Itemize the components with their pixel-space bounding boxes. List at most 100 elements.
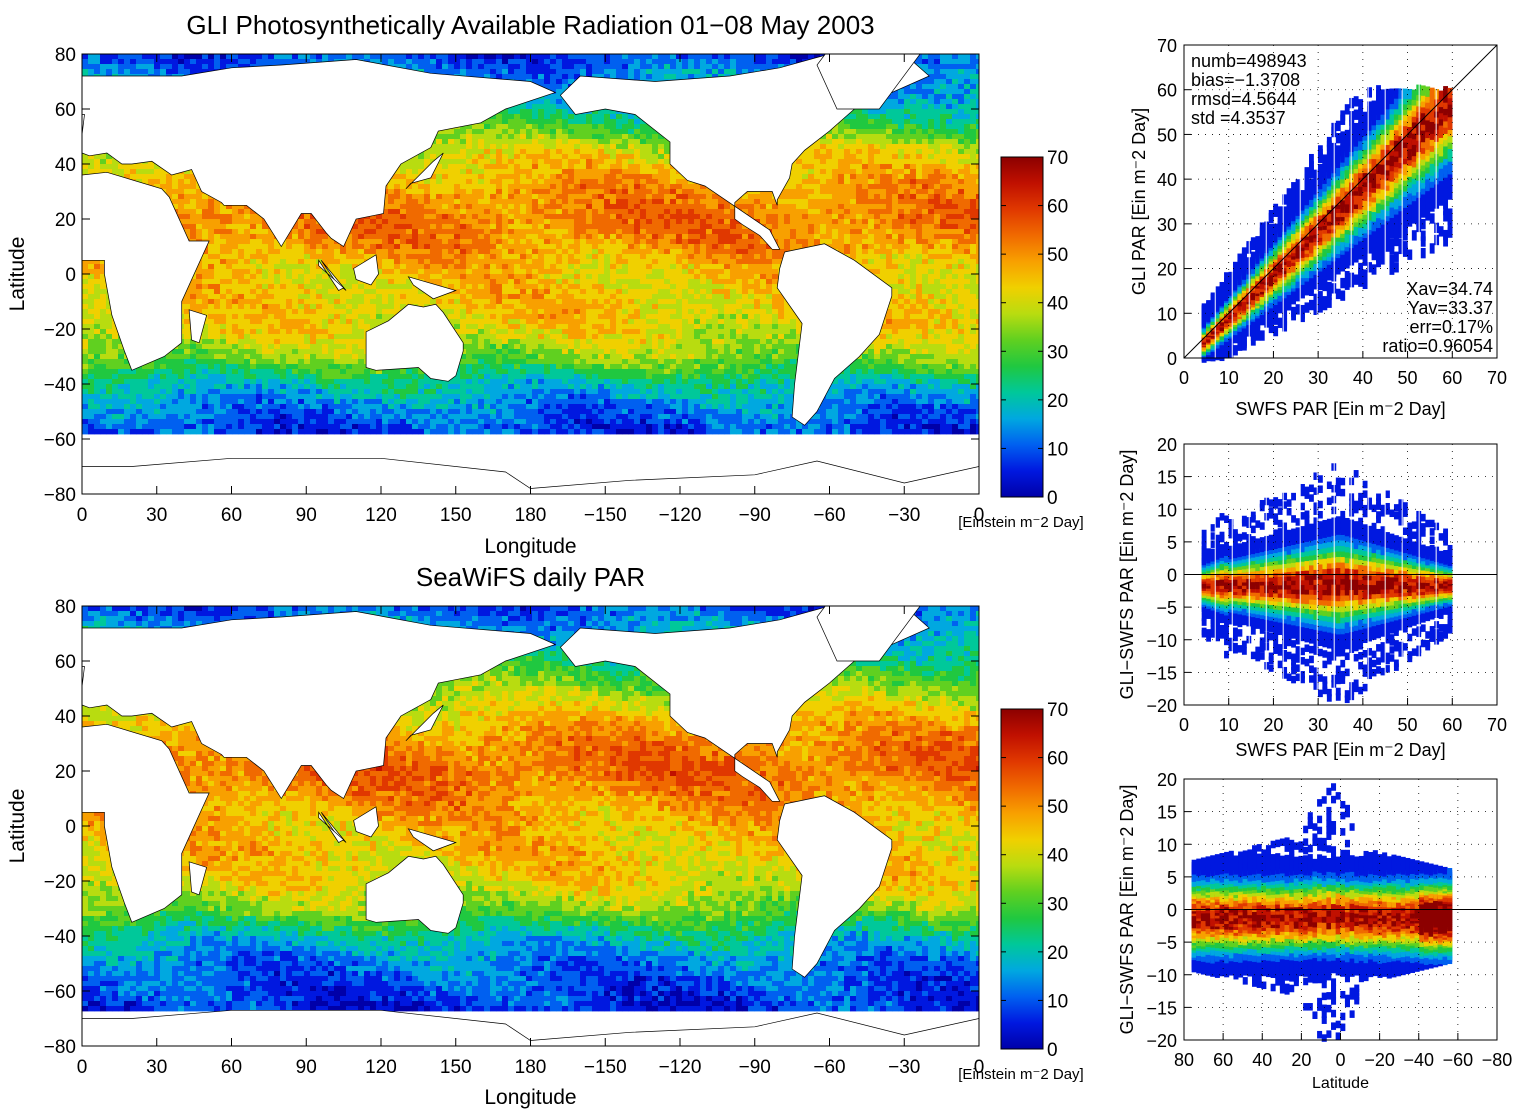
par-cell [556, 204, 563, 210]
par-cell [466, 124, 473, 130]
par-cell [622, 154, 629, 160]
par-cell [628, 69, 635, 75]
par-cell [412, 54, 419, 60]
par-cell [646, 64, 653, 70]
par-cell [598, 109, 605, 115]
par-cell [904, 179, 911, 185]
par-cell [634, 209, 641, 215]
par-cell [502, 164, 509, 170]
par-cell [922, 109, 929, 115]
par-cell [598, 119, 605, 125]
par-cell [286, 59, 293, 65]
par-cell [490, 114, 497, 120]
par-cell [718, 214, 725, 220]
par-cell [634, 214, 641, 220]
par-cell [592, 74, 599, 80]
par-cell [622, 209, 629, 215]
par-cell [544, 209, 551, 215]
par-cell [682, 184, 689, 190]
par-cell [478, 154, 485, 160]
par-cell [742, 199, 749, 205]
par-cell [586, 129, 593, 135]
par-cell [520, 59, 527, 65]
par-cell [892, 189, 899, 195]
par-cell [928, 64, 935, 70]
par-cell [436, 204, 443, 210]
par-cell [898, 99, 905, 105]
par-cell [484, 184, 491, 190]
par-cell [868, 189, 875, 195]
par-cell [880, 159, 887, 165]
par-cell [256, 59, 263, 65]
par-cell [88, 59, 95, 65]
par-cell [970, 204, 977, 210]
par-cell [424, 204, 431, 210]
par-cell [220, 214, 227, 220]
par-cell [946, 139, 953, 145]
par-cell [148, 164, 155, 170]
par-cell [844, 164, 851, 170]
par-cell [940, 159, 947, 165]
par-cell [970, 89, 977, 95]
par-cell [562, 164, 569, 170]
par-cell [970, 144, 977, 150]
par-cell [436, 134, 443, 140]
par-cell [622, 159, 629, 165]
par-cell [424, 164, 431, 170]
par-cell [634, 139, 641, 145]
par-cell [490, 124, 497, 130]
par-cell [418, 194, 425, 200]
par-cell [922, 189, 929, 195]
par-cell [490, 169, 497, 175]
par-cell [538, 144, 545, 150]
par-cell [778, 209, 785, 215]
par-cell [556, 134, 563, 140]
par-cell [676, 54, 683, 60]
par-cell [802, 209, 809, 215]
par-cell [940, 54, 947, 60]
par-cell [622, 169, 629, 175]
par-cell [640, 209, 647, 215]
par-cell [442, 209, 449, 215]
par-cell [208, 64, 215, 70]
par-cell [190, 184, 197, 190]
par-cell [610, 159, 617, 165]
par-cell [574, 149, 581, 155]
par-cell [130, 69, 137, 75]
par-cell [970, 184, 977, 190]
par-cell [202, 64, 209, 70]
par-cell [658, 184, 665, 190]
par-cell [874, 159, 881, 165]
par-cell [610, 109, 617, 115]
par-cell [478, 194, 485, 200]
par-cell [448, 159, 455, 165]
par-cell [622, 149, 629, 155]
par-cell [202, 54, 209, 60]
par-cell [874, 164, 881, 170]
par-cell [598, 214, 605, 220]
par-cell [754, 59, 761, 65]
par-cell [844, 114, 851, 120]
par-cell [892, 169, 899, 175]
par-cell [646, 214, 653, 220]
par-cell [436, 199, 443, 205]
par-cell [964, 89, 971, 95]
par-cell [604, 114, 611, 120]
par-cell [784, 54, 791, 60]
par-cell [550, 129, 557, 135]
par-cell [556, 74, 563, 80]
par-cell [472, 124, 479, 130]
par-cell [424, 59, 431, 65]
par-cell [448, 129, 455, 135]
par-cell [952, 74, 959, 80]
par-cell [652, 74, 659, 80]
par-cell [916, 134, 923, 140]
par-cell [910, 94, 917, 100]
par-cell [940, 179, 947, 185]
par-cell [730, 69, 737, 75]
par-cell [910, 154, 917, 160]
par-cell [88, 54, 95, 60]
par-cell [562, 209, 569, 215]
par-cell [634, 159, 641, 165]
par-cell [892, 159, 899, 165]
